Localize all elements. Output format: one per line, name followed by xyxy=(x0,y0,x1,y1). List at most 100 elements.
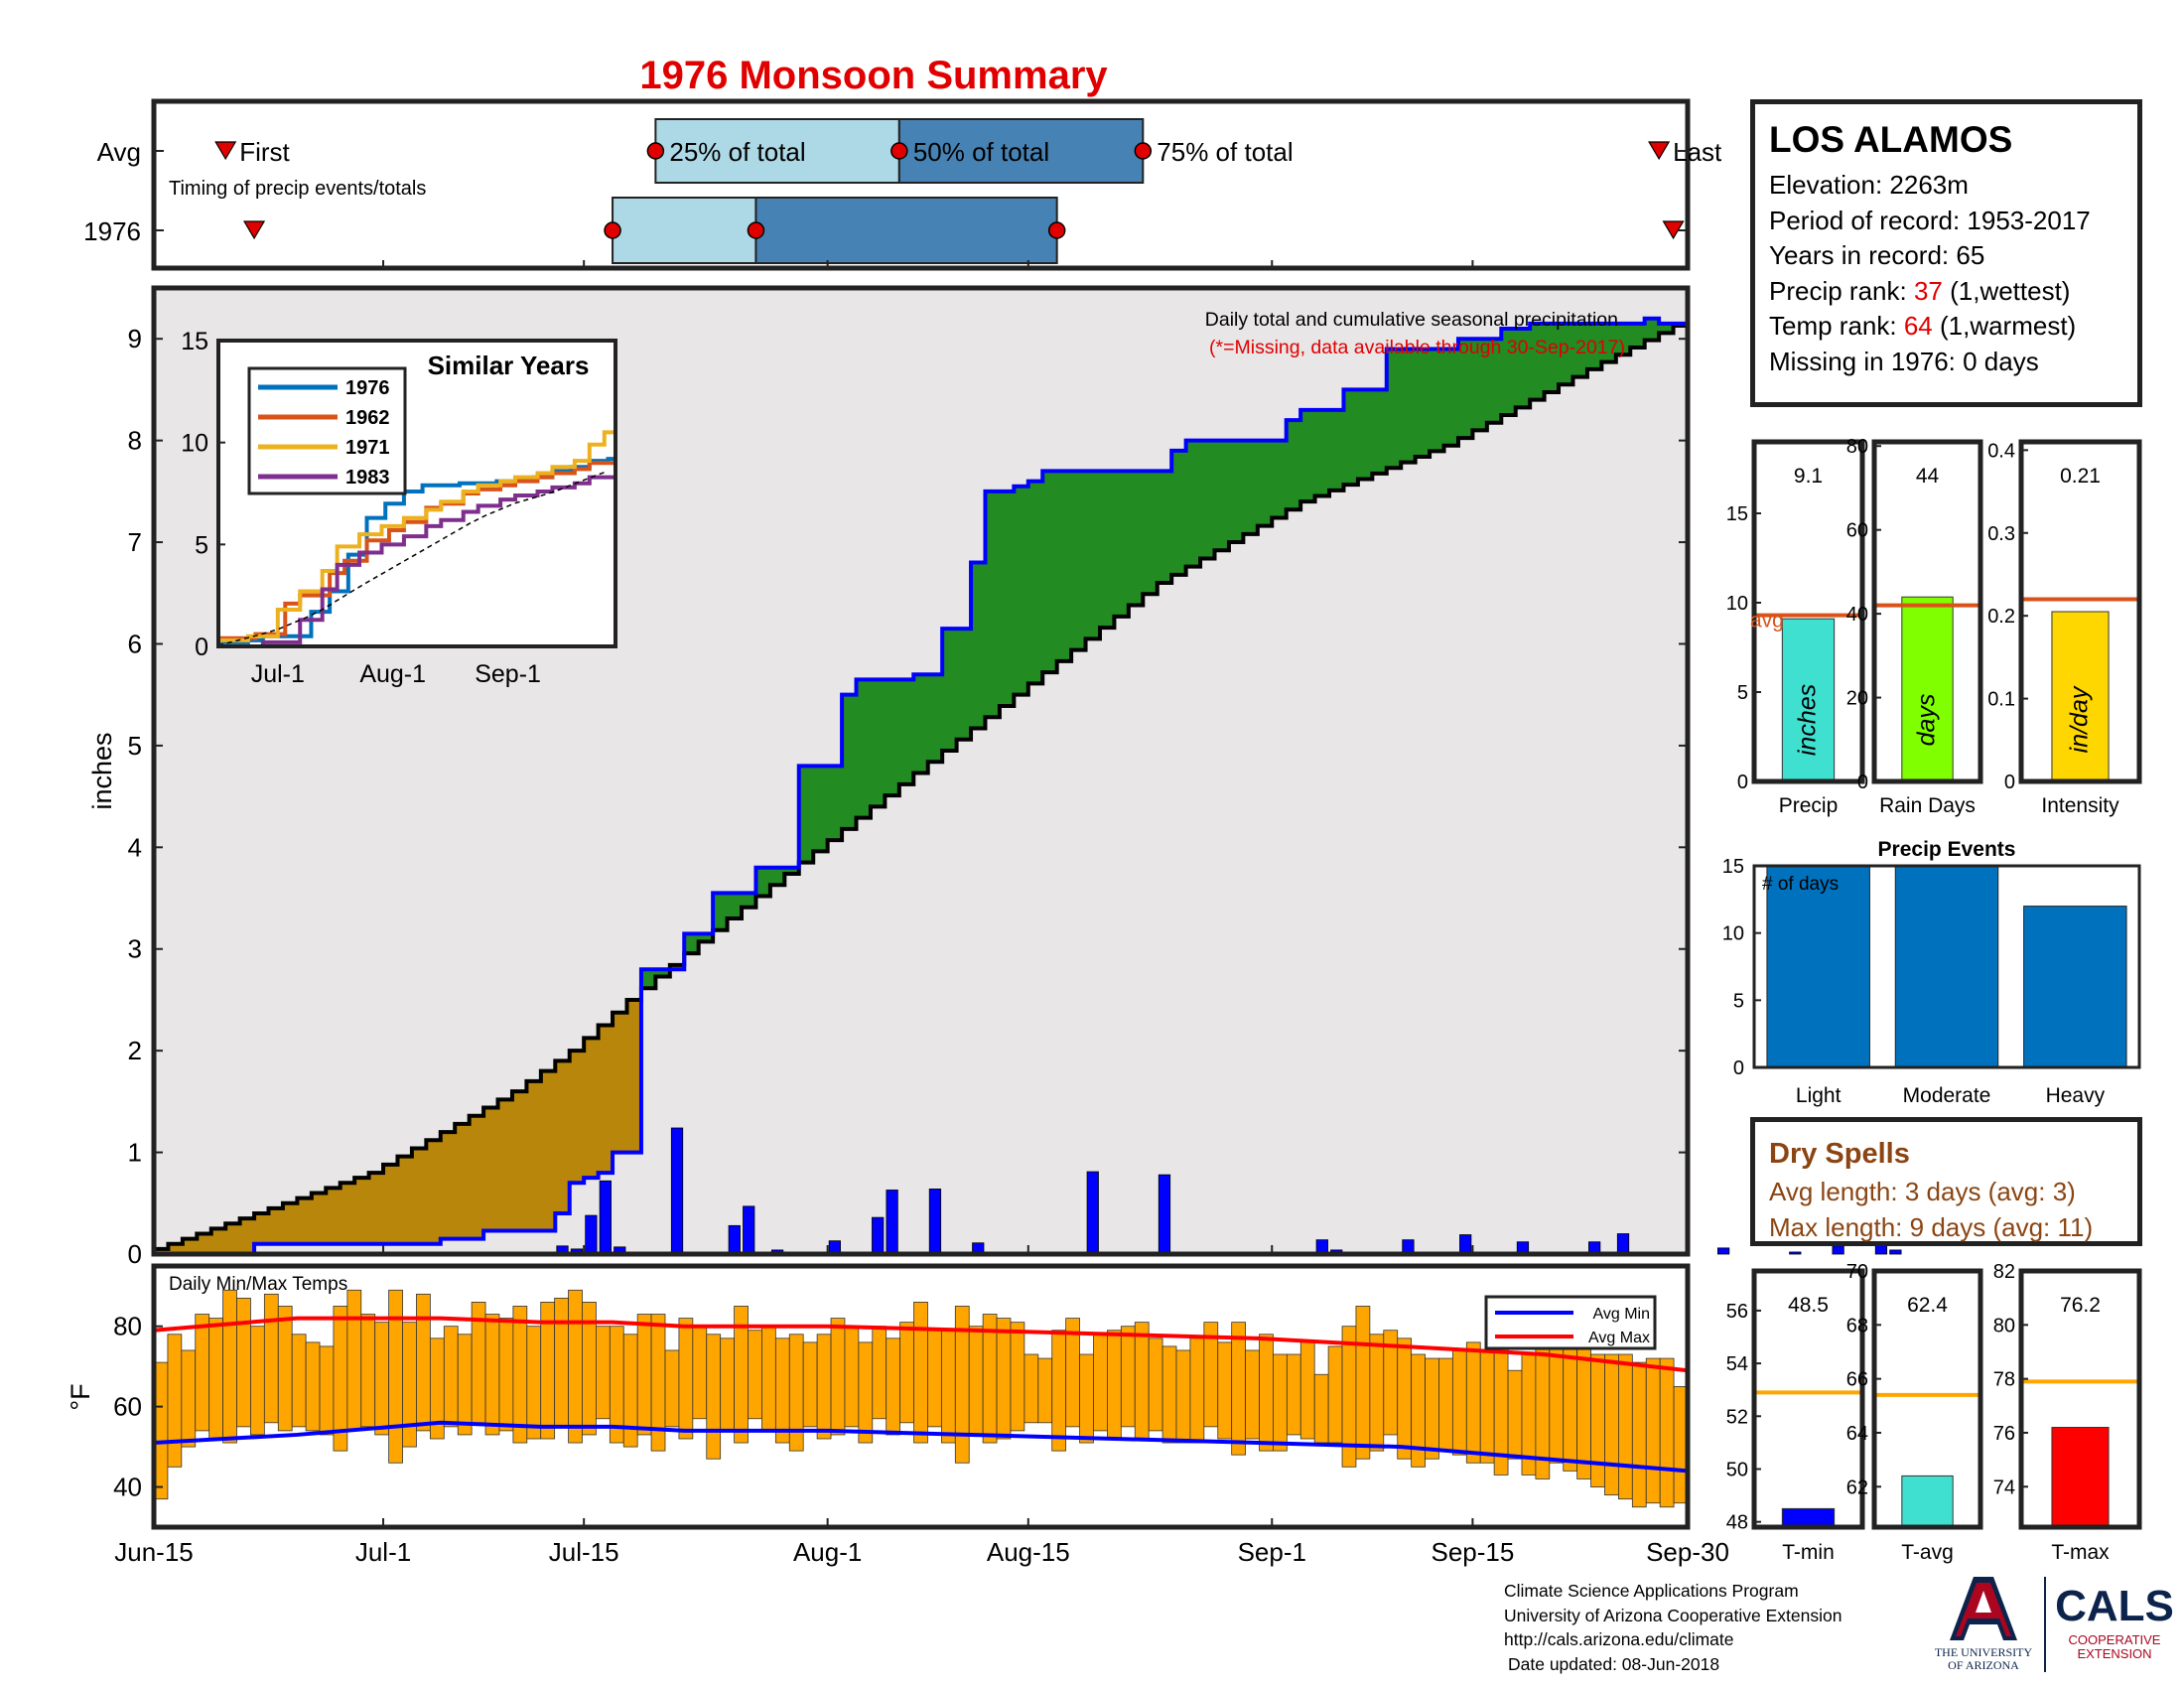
daily-temp-bar xyxy=(498,1318,514,1432)
intensity-frame xyxy=(2018,439,2142,784)
difference-fill xyxy=(1572,323,1588,377)
intensity-y-tick-label: 0.1 xyxy=(1987,689,2015,711)
footer-credits: Climate Science Applications Program Uni… xyxy=(1504,1579,1842,1676)
difference-fill xyxy=(197,1233,212,1254)
daily-temp-bar xyxy=(236,1297,251,1428)
difference-fill xyxy=(913,674,929,774)
temp-y-tick-label: 60 xyxy=(113,1392,142,1422)
inset-frame xyxy=(216,339,617,648)
chart-title: 1976 Monsoon Summary xyxy=(639,54,1108,97)
intensity-y-tick-label: 0.4 xyxy=(1987,440,2015,462)
y-tick-label: 9 xyxy=(128,324,142,353)
events-title: Precip Events xyxy=(1878,838,2016,861)
timing-caption: Timing of precip events/totals xyxy=(169,178,426,200)
timing-label-first: First xyxy=(239,137,290,167)
difference-fill xyxy=(698,933,714,942)
timing-label-last: Last xyxy=(1673,137,1722,167)
daily-temp-bar xyxy=(443,1326,459,1428)
y-tick-label: 3 xyxy=(128,934,142,964)
inset-y-tick-label: 5 xyxy=(195,531,208,559)
rain-days-y-tick-label: 40 xyxy=(1846,604,1868,626)
timing-box-50-75 xyxy=(754,197,1058,264)
difference-fill xyxy=(182,1238,198,1254)
station-elevation: Elevation: 2263m xyxy=(1769,170,1969,200)
daily-temp-bar xyxy=(872,1326,887,1420)
difference-fill xyxy=(1443,349,1459,446)
event-category-label: Heavy xyxy=(2046,1084,2106,1107)
inset-legend-label: 1962 xyxy=(345,407,390,429)
dry-spells-max-length: Max length: 9 days (avg: 11) xyxy=(1769,1212,2094,1242)
difference-fill xyxy=(1630,323,1646,348)
difference-fill xyxy=(813,766,829,852)
legend-label-avg-max: Avg Max xyxy=(1588,1330,1650,1346)
event-category-label: Moderate xyxy=(1903,1084,1991,1107)
difference-fill xyxy=(1099,471,1116,629)
daily-temp-bar xyxy=(195,1314,210,1432)
footer-program: Climate Science Applications Program xyxy=(1504,1581,1799,1601)
difference-fill xyxy=(311,1193,327,1244)
difference-fill xyxy=(1286,420,1301,510)
intensity-value-label: 0.21 xyxy=(2060,465,2101,488)
event-bar-heavy xyxy=(2023,906,2127,1068)
daily-temp-bar xyxy=(346,1289,362,1432)
difference-fill xyxy=(1085,471,1101,639)
difference-fill xyxy=(584,1038,600,1179)
x-tick-label: Aug-15 xyxy=(987,1537,1070,1567)
difference-fill xyxy=(598,1025,614,1174)
daily-temp-bar xyxy=(1590,1353,1605,1487)
difference-fill xyxy=(354,1178,370,1244)
difference-fill xyxy=(1114,471,1130,617)
inset-title: Similar Years xyxy=(428,351,590,380)
precip-total-y-tick-label: 0 xyxy=(1737,772,1748,793)
station-years: Years in record: 65 xyxy=(1769,240,1985,270)
daily-temp-bar xyxy=(982,1314,998,1444)
daily-precip-bar xyxy=(1616,1233,1630,1255)
daily-temp-bar xyxy=(1148,1337,1163,1432)
daily-temp-bar xyxy=(1051,1330,1067,1452)
difference-fill xyxy=(626,999,642,1153)
precip-rank-value: 37 xyxy=(1913,275,1943,306)
inset-y-tick-label: 0 xyxy=(195,633,208,661)
difference-fill xyxy=(282,1202,298,1244)
inset-series-1983 xyxy=(218,469,617,648)
difference-fill xyxy=(1243,440,1259,534)
t-max-y-tick-label: 74 xyxy=(1993,1477,2015,1498)
t-max-frame xyxy=(2018,1268,2142,1530)
t-avg-frame xyxy=(1871,1268,1983,1530)
daily-temp-bar xyxy=(1259,1334,1274,1452)
daily-temp-bar xyxy=(263,1293,279,1424)
intensity-y-tick-label: 0 xyxy=(2004,772,2015,793)
daily-temp-bar xyxy=(720,1337,735,1432)
missing-days: Missing in 1976: 0 days xyxy=(1769,346,2039,376)
difference-fill xyxy=(942,629,958,752)
inset-average-line xyxy=(217,472,606,646)
daily-temp-bar xyxy=(1438,1357,1453,1452)
daily-temp-bar xyxy=(1479,1349,1495,1464)
difference-fill xyxy=(1544,323,1560,392)
daily-temp-bar xyxy=(374,1322,390,1436)
difference-fill xyxy=(1386,349,1402,469)
temp-rank: Temp rank: 64 (1,warmest) xyxy=(1769,309,2123,345)
timing-quantile-marker xyxy=(1134,142,1153,160)
difference-fill xyxy=(755,867,771,897)
inset-x-tick-label: Jul-1 xyxy=(251,660,305,688)
t-min-frame xyxy=(1751,1268,1865,1530)
daily-temp-bar xyxy=(596,1326,611,1420)
t-avg-y-tick-label: 62 xyxy=(1846,1477,1868,1498)
t-min-bg xyxy=(1754,1271,1862,1527)
daily-temp-bar xyxy=(858,1341,874,1444)
difference-fill xyxy=(1357,389,1373,480)
temp-y-axis-label: °F xyxy=(66,1383,95,1410)
daily-temp-bar xyxy=(526,1326,542,1440)
daily-temp-bar xyxy=(816,1334,832,1440)
x-tick-label: Aug-1 xyxy=(793,1537,862,1567)
timing-quantile-marker xyxy=(604,221,621,239)
daily-temp-bar xyxy=(360,1314,376,1428)
cals-logo-text: CALS xyxy=(2055,1582,2174,1630)
difference-fill xyxy=(640,969,656,989)
season-cumulative-line xyxy=(154,316,1690,1256)
difference-fill xyxy=(254,1213,270,1244)
y-tick-label: 8 xyxy=(128,426,142,456)
footer-date: Date updated: 08-Jun-2018 xyxy=(1508,1653,1720,1674)
inset-legend-label: 1971 xyxy=(345,437,390,459)
